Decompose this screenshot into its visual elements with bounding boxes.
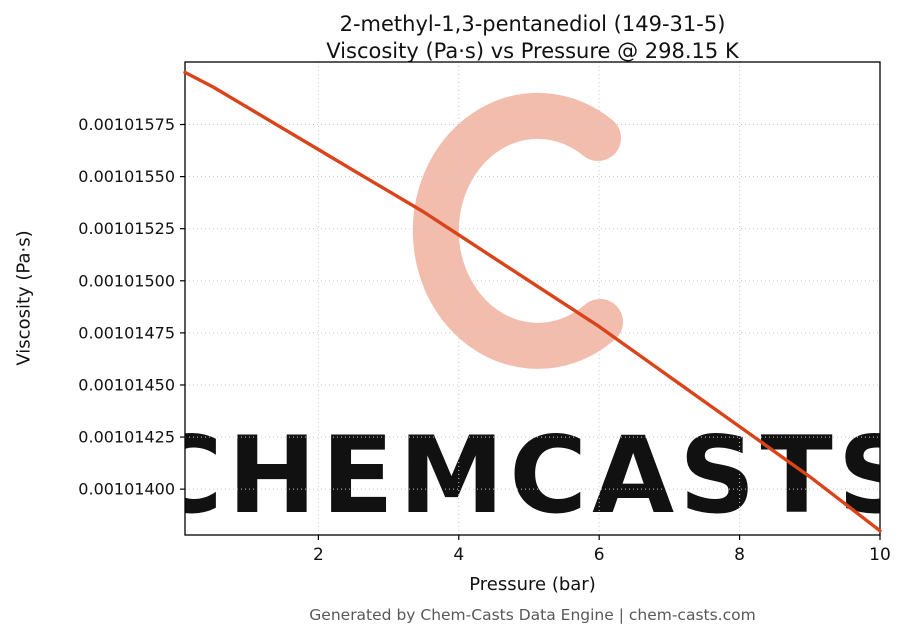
y-tick-label: 0.00101500 — [78, 271, 175, 290]
watermark-logo-c — [412, 92, 623, 369]
x-tick-label: 4 — [453, 545, 464, 565]
watermark: CHEMCASTS — [145, 92, 909, 537]
chart-title-line2: Viscosity (Pa·s) vs Pressure @ 298.15 K — [326, 39, 739, 63]
y-tick-label: 0.00101425 — [78, 428, 175, 447]
plot-border — [184, 61, 881, 536]
x-axis-label: Pressure (bar) — [469, 574, 596, 595]
x-tick-label: 2 — [313, 545, 324, 565]
y-tick-label: 0.00101475 — [78, 323, 175, 342]
y-tick-label: 0.00101400 — [78, 480, 175, 499]
watermark-text: CHEMCASTS — [145, 414, 909, 537]
viscosity-line-series — [183, 70, 882, 533]
y-tick-label: 0.00101550 — [78, 167, 175, 186]
x-tick-label: 10 — [869, 545, 891, 565]
y-tick-label: 0.00101575 — [78, 115, 175, 134]
x-tick-label: 8 — [734, 545, 745, 565]
footer-caption: Generated by Chem-Casts Data Engine | ch… — [309, 606, 756, 624]
x-tick-label: 6 — [594, 545, 605, 565]
chart-title-line1: 2-methyl-1,3-pentanediol (149-31-5) — [339, 12, 726, 36]
y-tick-label: 0.00101525 — [78, 219, 175, 238]
y-tick-label: 0.00101450 — [78, 375, 175, 394]
